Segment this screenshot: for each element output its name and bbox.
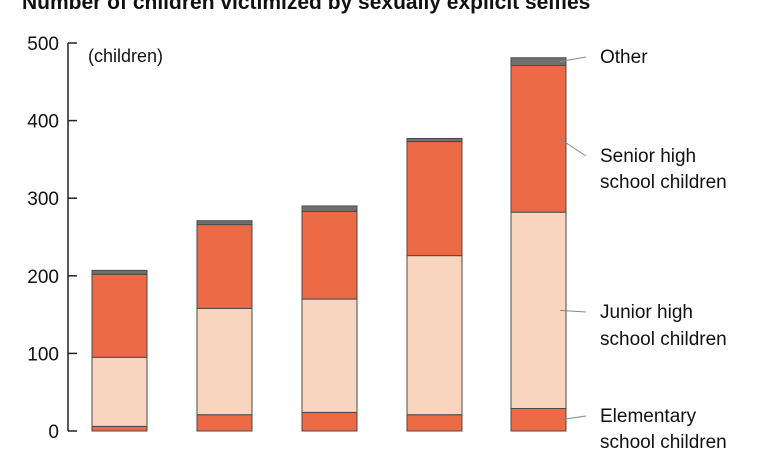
bar-segment-other: [301, 205, 358, 212]
legend-label: Other: [600, 47, 648, 68]
legend-label: school children: [600, 329, 727, 350]
bar-segment-senior-high-school-children: [510, 65, 567, 213]
legend-label: Junior high: [600, 302, 693, 323]
legend-leader-line: [559, 415, 587, 421]
bar-segment-elementary-school-children: [196, 414, 253, 432]
y-axis-unit-label: (children): [88, 46, 163, 66]
legend-label: school children: [600, 432, 727, 450]
bar-segment-elementary-school-children: [301, 411, 358, 432]
bar-segment-elementary-school-children: [510, 407, 567, 432]
bar-segment-junior-high-school-children: [196, 307, 253, 416]
bar-segment-junior-high-school-children: [406, 255, 463, 416]
bar-segment-other: [91, 269, 148, 275]
y-tick-label: 500: [27, 34, 59, 55]
legend-label: Elementary: [600, 406, 697, 427]
chart-title: Number of children victimized by sexuall…: [22, 0, 590, 14]
y-tick-label: 400: [27, 112, 59, 133]
bar-segment-junior-high-school-children: [510, 211, 567, 409]
bar-segment-junior-high-school-children: [301, 298, 358, 413]
legend-leader-line: [559, 56, 587, 63]
bar-segment-senior-high-school-children: [406, 141, 463, 257]
legend-leader-line: [559, 138, 587, 157]
bar-segment-senior-high-school-children: [301, 210, 358, 300]
legend-label: school children: [600, 172, 727, 193]
y-tick-label: 300: [27, 189, 59, 210]
bar-segment-other: [510, 57, 567, 67]
y-tick-label: 200: [27, 267, 59, 288]
y-tick-label: 100: [27, 344, 59, 365]
bar-segment-other: [406, 137, 463, 143]
bar-segment-senior-high-school-children: [91, 273, 148, 358]
bar-segment-other: [196, 220, 253, 226]
y-tick-label: 0: [48, 422, 59, 443]
legend: Other Senior high school children Junior hi…: [559, 47, 727, 450]
legend-leader-line: [559, 309, 587, 313]
bar-segment-elementary-school-children: [91, 425, 148, 432]
y-axis: 0 100 200 300 400 500: [27, 34, 77, 443]
bar-segment-senior-high-school-children: [196, 224, 253, 309]
legend-label: Senior high: [600, 146, 696, 167]
bar-segment-elementary-school-children: [406, 414, 463, 432]
bars: [91, 57, 567, 432]
bar-segment-junior-high-school-children: [91, 356, 148, 427]
